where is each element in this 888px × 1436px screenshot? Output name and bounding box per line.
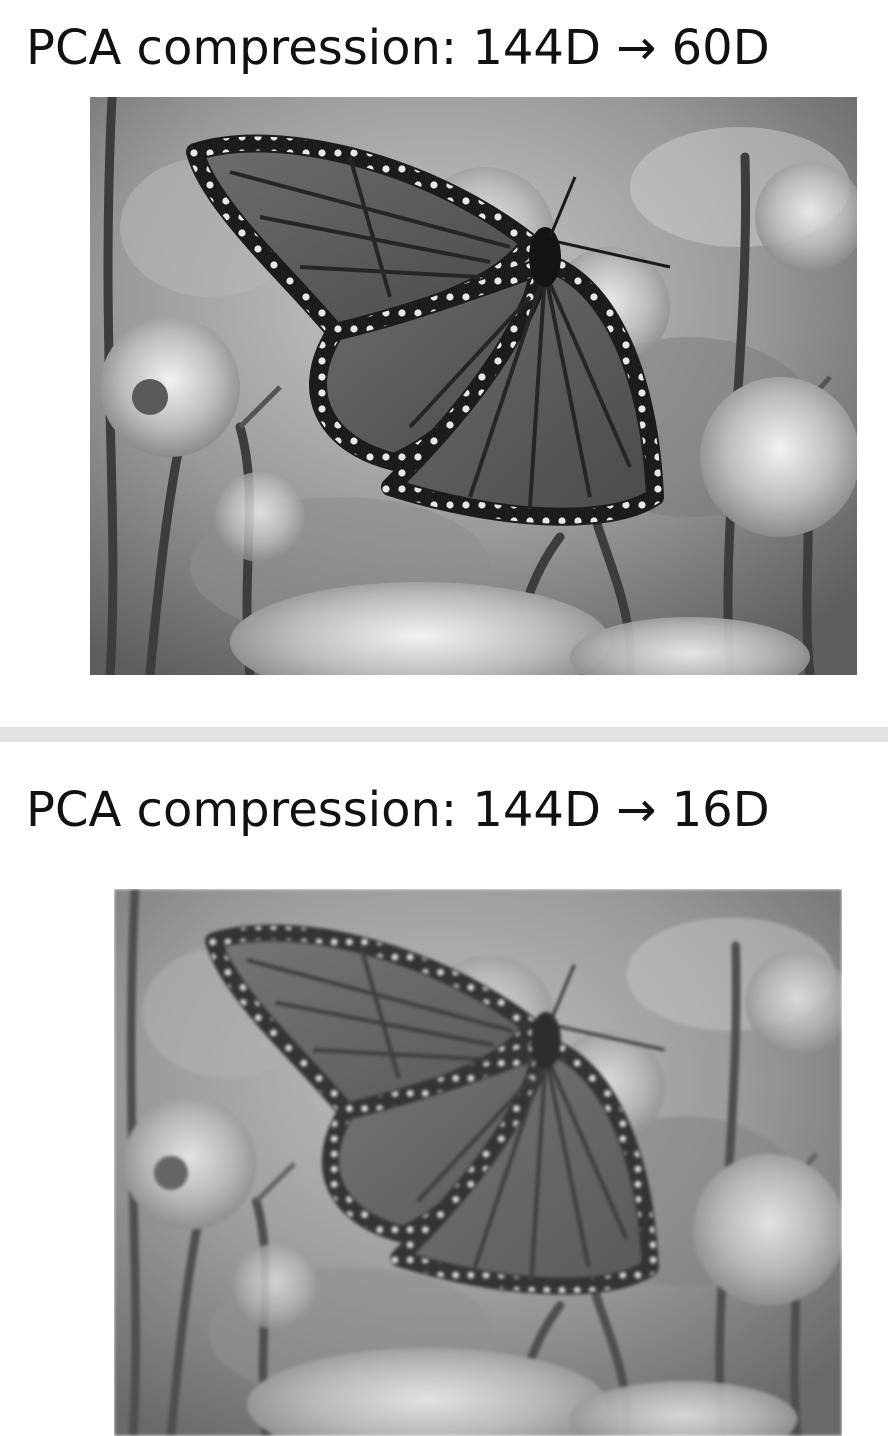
panel-title-16d: PCA compression: 144D → 16D	[26, 782, 770, 838]
butterfly-photo-16d	[114, 889, 842, 1436]
panel-title-60d: PCA compression: 144D → 60D	[26, 20, 770, 76]
butterfly-photo-60d	[90, 97, 857, 675]
panel-divider	[0, 727, 888, 742]
